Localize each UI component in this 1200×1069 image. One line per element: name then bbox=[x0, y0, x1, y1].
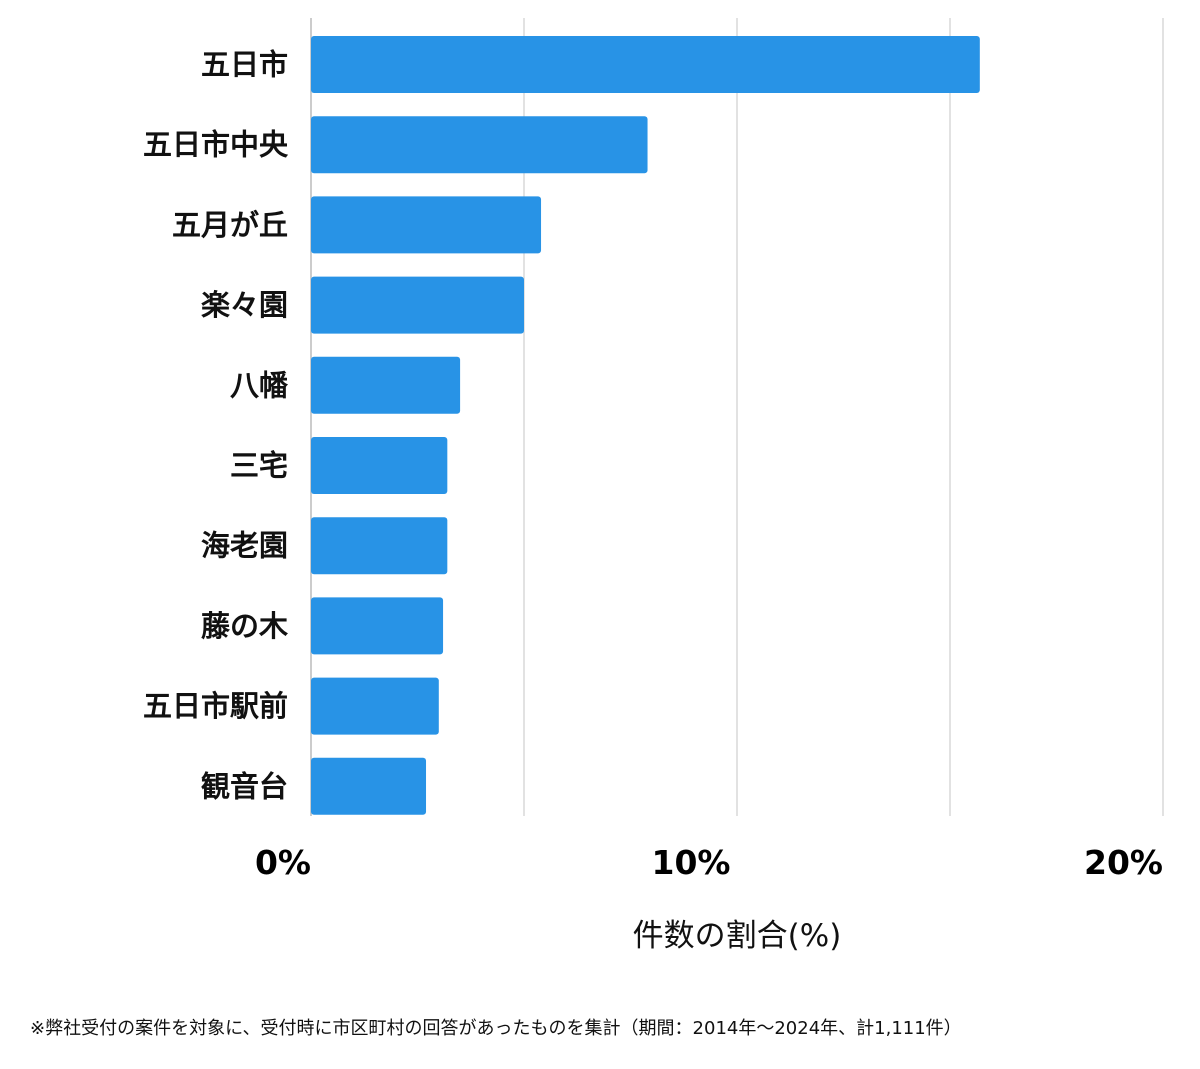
bars bbox=[311, 36, 980, 815]
bar bbox=[311, 276, 524, 334]
category-label: 藤の木 bbox=[201, 609, 288, 643]
category-label: 観音台 bbox=[201, 769, 288, 803]
x-tick-label: 10% bbox=[652, 843, 731, 882]
footnote: ※弊社受付の案件を対象に、受付時に市区町村の回答があったものを集計（期間：201… bbox=[30, 1018, 962, 1039]
x-tick-labels: 0% 10% 20% bbox=[255, 843, 1163, 882]
category-label: 五月が丘 bbox=[172, 208, 288, 242]
bar bbox=[311, 677, 439, 735]
bar bbox=[311, 597, 444, 655]
x-tick-label: 0% bbox=[255, 843, 311, 882]
bar bbox=[311, 757, 427, 815]
category-label: 五日市駅前 bbox=[143, 689, 288, 723]
x-axis-title: 件数の割合(%) bbox=[633, 918, 842, 954]
x-tick-label: 20% bbox=[1084, 843, 1163, 882]
category-label: 八幡 bbox=[230, 368, 289, 402]
bar bbox=[311, 196, 542, 254]
bar bbox=[311, 517, 448, 575]
bar bbox=[311, 116, 648, 174]
category-label: 海老園 bbox=[201, 529, 288, 563]
bar bbox=[311, 356, 461, 414]
bar bbox=[311, 437, 448, 494]
category-label: 五日市中央 bbox=[143, 128, 289, 162]
category-label: 楽々園 bbox=[201, 288, 288, 322]
category-label: 三宅 bbox=[230, 449, 288, 483]
category-label: 五日市 bbox=[201, 48, 288, 82]
bar bbox=[311, 36, 980, 93]
